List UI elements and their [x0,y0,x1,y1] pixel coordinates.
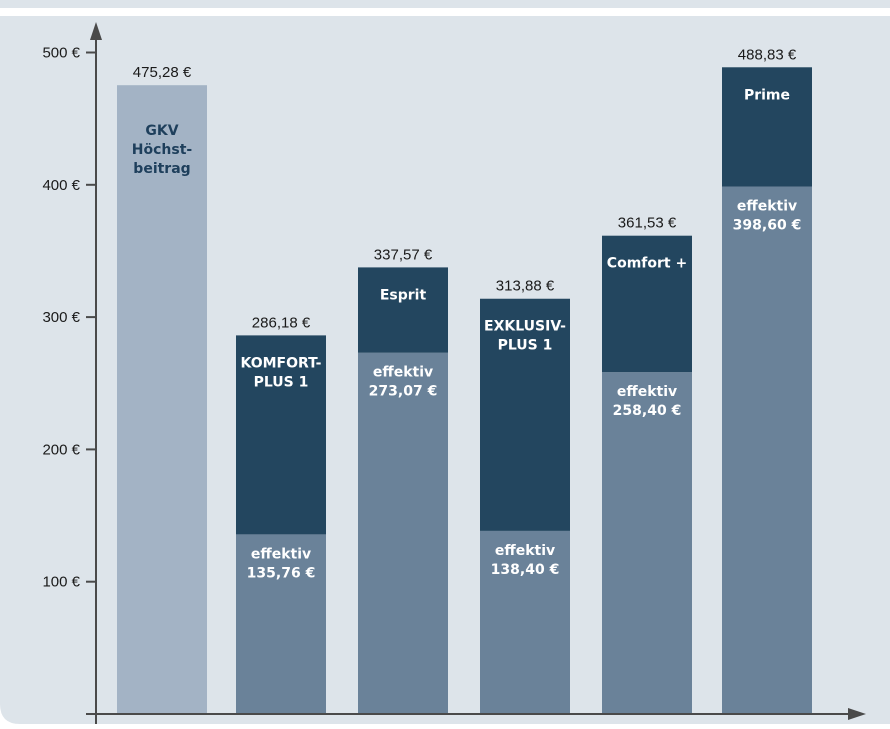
reference-bar-name: GKV [145,123,178,139]
bar-effective-segment [602,372,692,714]
bar-total-label: 475,28 € [133,64,192,81]
bar-effective-label: 398,60 € [733,218,802,234]
bar-surplus-segment [602,235,692,373]
bar-plan-name: PLUS 1 [254,374,309,390]
x-axis-arrow-icon [848,708,866,720]
bar-total-label: 313,88 € [496,278,555,295]
bar-effective-label: 138,40 € [491,562,560,578]
bar-plan-name: Prime [744,87,790,103]
bar-effective-label: 273,07 € [369,384,438,400]
bar-effective-label: effektiv [373,365,433,381]
bar-effective-label: effektiv [737,199,797,215]
bar-plan-name: Comfort + [607,256,687,272]
bar-total-label: 286,18 € [252,314,311,331]
bar-total-label: 361,53 € [618,215,677,232]
bar-total-label: 488,83 € [738,46,797,63]
bar-effective-label: 135,76 € [247,565,316,581]
bar-surplus-segment [480,298,570,531]
bar-surplus-segment [358,267,448,353]
bar-surplus-segment [722,67,812,187]
y-tick-label: 300 € [42,309,80,326]
y-axis-arrow-icon [90,22,102,40]
bar-plan-name: KOMFORT- [241,355,322,371]
bar-plan-name: PLUS 1 [498,338,553,354]
bar-effective-label: effektiv [251,546,311,562]
bar-effective-label: effektiv [495,543,555,559]
y-tick-label: 100 € [42,574,80,591]
bar-effective-label: 258,40 € [613,403,682,419]
bar-effective-segment [236,534,326,714]
y-tick-label: 400 € [42,177,80,194]
reference-bar [117,85,207,714]
top-strip [0,0,890,8]
reference-bar-name: beitrag [133,161,190,177]
bar-plan-name: Esprit [380,287,427,303]
reference-bar-name: Höchst- [132,142,193,158]
bar-surplus-segment [236,335,326,535]
bar-effective-label: effektiv [617,384,677,400]
bar-effective-segment [722,186,812,714]
bar-effective-segment [358,352,448,714]
y-tick-label: 200 € [42,441,80,458]
y-tick-label: 500 € [42,45,80,62]
bar-plan-name: EXKLUSIV- [484,319,566,335]
bar-effective-segment [480,530,570,714]
bar-total-label: 337,57 € [374,246,433,263]
